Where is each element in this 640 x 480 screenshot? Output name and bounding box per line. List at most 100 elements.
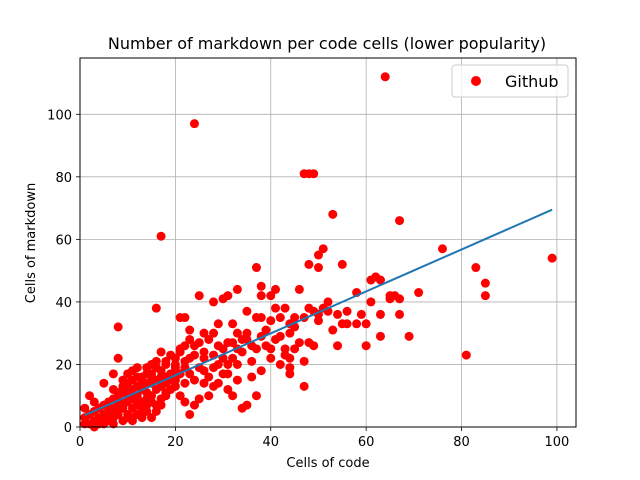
scatter-point xyxy=(247,372,257,382)
scatter-point xyxy=(170,366,180,376)
scatter-point xyxy=(199,328,209,338)
scatter-point xyxy=(275,313,285,323)
scatter-point xyxy=(213,378,223,388)
scatter-point xyxy=(242,400,252,410)
scatter-point xyxy=(80,419,90,429)
scatter-point xyxy=(80,403,90,413)
scatter-point xyxy=(366,297,376,307)
scatter-point xyxy=(185,334,195,344)
y-tick-label: 60 xyxy=(55,233,72,248)
scatter-point xyxy=(180,356,190,366)
scatter-point xyxy=(256,313,266,323)
scatter-point xyxy=(175,313,185,323)
scatter-point xyxy=(380,72,390,82)
scatter-point xyxy=(266,353,276,363)
scatter-point xyxy=(213,319,223,329)
scatter-point xyxy=(275,359,285,369)
scatter-point xyxy=(218,369,228,379)
scatter-point xyxy=(156,231,166,241)
scatter-point xyxy=(251,391,261,401)
x-tick-label: 80 xyxy=(453,435,470,450)
chart-title: Number of markdown per code cells (lower… xyxy=(108,34,546,53)
legend-box xyxy=(451,64,569,98)
scatter-point xyxy=(189,375,199,385)
scatter-point xyxy=(256,366,266,376)
legend-marker xyxy=(471,76,481,86)
scatter-point xyxy=(437,244,447,254)
scatter-point xyxy=(375,275,385,285)
scatter-point xyxy=(232,328,242,338)
scatter-point xyxy=(328,325,338,335)
scatter-point xyxy=(228,338,238,348)
scatter-point xyxy=(175,391,185,401)
scatter-point xyxy=(261,325,271,335)
scatter-point xyxy=(461,350,471,360)
scatter-point xyxy=(175,347,185,357)
scatter-point xyxy=(337,259,347,269)
scatter-point xyxy=(304,338,314,348)
scatter-point xyxy=(85,391,95,401)
scatter-point xyxy=(366,275,376,285)
scatter-point xyxy=(342,319,352,329)
scatter-point xyxy=(118,416,128,426)
scatter-point xyxy=(142,363,152,373)
scatter-point xyxy=(480,291,490,301)
scatter-point xyxy=(395,216,405,226)
scatter-point xyxy=(271,303,281,313)
scatter-point xyxy=(118,375,128,385)
scatter-point xyxy=(333,341,343,351)
scatter-point xyxy=(204,391,214,401)
scatter-point xyxy=(204,334,214,344)
scatter-point xyxy=(242,306,252,316)
scatter-point xyxy=(290,313,300,323)
scatter-point xyxy=(232,284,242,294)
scatter-point xyxy=(108,369,118,379)
scatter-point xyxy=(194,394,204,404)
scatter-point xyxy=(80,413,90,423)
scatter-point xyxy=(189,119,199,129)
scatter-point xyxy=(323,297,333,307)
scatter-point xyxy=(361,341,371,351)
scatter-point xyxy=(385,294,395,304)
legend: Github xyxy=(451,64,569,98)
scatter-point xyxy=(318,244,328,254)
y-tick-label: 0 xyxy=(64,421,72,436)
scatter-point xyxy=(280,350,290,360)
y-tick-label: 20 xyxy=(55,358,72,373)
x-tick-label: 40 xyxy=(262,435,279,450)
scatter-point xyxy=(256,291,266,301)
scatter-points xyxy=(80,72,557,432)
scatter-point xyxy=(471,263,481,273)
plot-frame xyxy=(79,57,577,428)
scatter-point xyxy=(313,263,323,273)
fit-line xyxy=(84,208,553,417)
scatter-point xyxy=(189,341,199,351)
scatter-point xyxy=(261,341,271,351)
scatter-point xyxy=(290,344,300,354)
x-axis-label: Cells of code xyxy=(286,456,369,471)
scatter-point xyxy=(232,375,242,385)
scatter-point xyxy=(99,378,109,388)
scatter-point xyxy=(247,356,257,366)
y-tick-label: 40 xyxy=(55,296,72,311)
scatter-point xyxy=(204,372,214,382)
scatter-point xyxy=(352,319,362,329)
scatter-point xyxy=(161,388,171,398)
scatter-point xyxy=(132,363,142,373)
scatter-point xyxy=(375,309,385,319)
fit-line-layer xyxy=(84,208,553,417)
scatter-point xyxy=(189,400,199,410)
scatter-point xyxy=(285,363,295,373)
scatter-point xyxy=(123,397,133,407)
scatter-point xyxy=(299,381,309,391)
scatter-point xyxy=(228,391,238,401)
scatter-point xyxy=(480,278,490,288)
scatter-point xyxy=(356,309,366,319)
scatter-point xyxy=(328,209,338,219)
scatter-point xyxy=(266,316,276,326)
scatter-point xyxy=(185,369,195,379)
scatter-point xyxy=(185,325,195,335)
scatter-point xyxy=(285,328,295,338)
